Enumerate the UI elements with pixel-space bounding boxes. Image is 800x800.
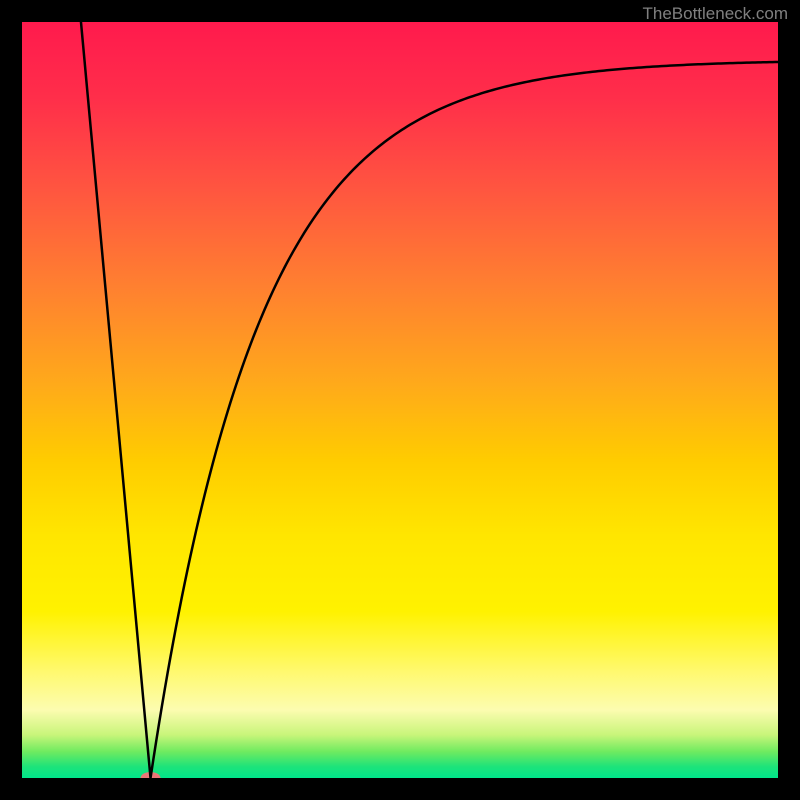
chart-container: TheBottleneck.com bbox=[0, 0, 800, 800]
gradient-background bbox=[22, 22, 778, 778]
watermark-text: TheBottleneck.com bbox=[642, 4, 788, 24]
bottleneck-chart bbox=[0, 0, 800, 800]
